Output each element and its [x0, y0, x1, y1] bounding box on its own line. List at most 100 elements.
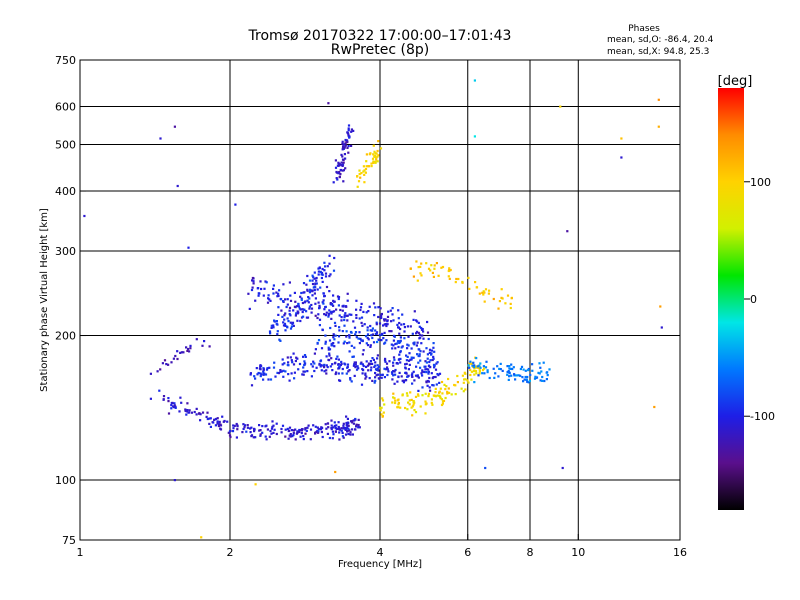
- data-point: [432, 342, 435, 345]
- data-point: [328, 290, 331, 293]
- data-point: [432, 275, 435, 278]
- data-point: [250, 288, 254, 292]
- data-point: [657, 125, 660, 128]
- data-point: [288, 312, 291, 316]
- data-point: [474, 281, 477, 284]
- data-point: [514, 378, 517, 381]
- data-point: [394, 342, 397, 346]
- data-point: [410, 398, 413, 401]
- data-point: [403, 337, 406, 340]
- data-point: [234, 203, 237, 206]
- data-point: [317, 301, 320, 304]
- data-point: [326, 432, 329, 435]
- data-point: [481, 372, 484, 375]
- data-point: [432, 363, 436, 366]
- data-point: [531, 369, 534, 372]
- data-point: [377, 369, 380, 372]
- data-point: [310, 363, 313, 366]
- data-point: [317, 270, 320, 273]
- data-point: [172, 357, 175, 360]
- data-point: [289, 356, 292, 359]
- data-point: [332, 342, 335, 345]
- data-point: [293, 291, 296, 294]
- data-point: [499, 362, 502, 365]
- data-point: [347, 432, 350, 436]
- data-point: [315, 279, 318, 282]
- data-point: [358, 426, 361, 429]
- data-point: [370, 162, 373, 165]
- data-point: [266, 367, 269, 370]
- data-point: [415, 332, 418, 335]
- data-point: [314, 425, 317, 428]
- data-point: [427, 372, 430, 375]
- data-point: [302, 438, 305, 441]
- data-point: [314, 431, 317, 434]
- data-point: [327, 102, 330, 105]
- data-point: [232, 427, 235, 430]
- data-point: [337, 363, 340, 366]
- data-point: [200, 536, 203, 539]
- data-point: [411, 405, 414, 408]
- data-point: [341, 330, 344, 333]
- data-point: [408, 363, 411, 366]
- data-point: [370, 334, 373, 337]
- data-point: [337, 163, 340, 166]
- data-point: [332, 426, 335, 429]
- data-point: [419, 265, 422, 268]
- data-point: [383, 376, 386, 379]
- data-point: [418, 333, 421, 336]
- data-point: [409, 358, 412, 361]
- data-point: [357, 423, 360, 427]
- data-point: [350, 128, 353, 131]
- data-point: [371, 333, 374, 336]
- data-point: [283, 322, 287, 325]
- data-point: [321, 426, 324, 430]
- x-tick-label: 1: [77, 546, 84, 559]
- data-point: [435, 383, 438, 386]
- data-point: [243, 426, 246, 429]
- data-point: [290, 372, 293, 375]
- data-point: [374, 329, 377, 332]
- data-point: [417, 331, 420, 334]
- data-point: [357, 418, 360, 421]
- data-point: [328, 312, 331, 315]
- data-point: [261, 431, 264, 434]
- data-point: [296, 319, 299, 322]
- data-point: [353, 363, 356, 366]
- data-point: [429, 389, 432, 392]
- data-point: [350, 130, 353, 133]
- data-point: [517, 374, 520, 377]
- data-point: [510, 374, 513, 377]
- data-point: [348, 341, 351, 344]
- data-point: [371, 379, 374, 382]
- data-point: [266, 301, 270, 304]
- data-point: [467, 276, 470, 279]
- data-point: [469, 373, 472, 377]
- data-point: [375, 323, 378, 326]
- data-point: [328, 339, 332, 342]
- data-point: [407, 401, 410, 404]
- data-point: [386, 373, 389, 377]
- data-point: [358, 169, 361, 172]
- data-point: [509, 367, 512, 370]
- data-point: [325, 372, 328, 375]
- data-point: [268, 330, 272, 333]
- data-point: [482, 290, 485, 293]
- data-point: [375, 368, 378, 371]
- data-point: [407, 335, 410, 338]
- data-point: [417, 321, 420, 324]
- data-point: [288, 426, 292, 429]
- data-point: [195, 407, 198, 410]
- data-point: [219, 423, 222, 426]
- data-point: [447, 377, 450, 381]
- data-point: [254, 436, 257, 439]
- data-point: [477, 366, 480, 369]
- data-point: [328, 309, 331, 312]
- data-point: [394, 401, 397, 405]
- data-point: [209, 417, 212, 420]
- data-point: [487, 292, 490, 295]
- y-tick-label: 400: [55, 185, 76, 198]
- data-point: [179, 351, 182, 354]
- data-point: [416, 353, 419, 356]
- data-point: [410, 347, 413, 350]
